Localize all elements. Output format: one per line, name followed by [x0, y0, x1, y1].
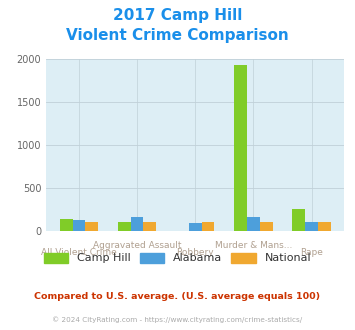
Bar [202, 221, 214, 231]
Text: © 2024 CityRating.com - https://www.cityrating.com/crime-statistics/: © 2024 CityRating.com - https://www.city… [53, 317, 302, 323]
Bar [189, 223, 202, 231]
Bar [293, 209, 305, 231]
Text: 2017 Camp Hill: 2017 Camp Hill [113, 8, 242, 23]
Text: Aggravated Assault: Aggravated Assault [93, 241, 181, 250]
Bar [85, 222, 98, 231]
Bar [305, 221, 318, 231]
Bar [143, 221, 156, 231]
Text: Murder & Mans...: Murder & Mans... [215, 241, 292, 250]
Bar [260, 222, 273, 231]
Bar [234, 65, 247, 231]
Text: Compared to U.S. average. (U.S. average equals 100): Compared to U.S. average. (U.S. average … [34, 292, 321, 301]
Bar [247, 217, 260, 231]
Text: Rape: Rape [300, 248, 323, 257]
Bar [131, 217, 143, 231]
Bar [72, 220, 85, 231]
Legend: Camp Hill, Alabama, National: Camp Hill, Alabama, National [40, 249, 315, 267]
Text: Violent Crime Comparison: Violent Crime Comparison [66, 28, 289, 43]
Bar [318, 222, 331, 231]
Bar [60, 219, 72, 231]
Text: All Violent Crime: All Violent Crime [41, 248, 117, 257]
Bar [118, 221, 131, 231]
Text: Robbery: Robbery [176, 248, 214, 257]
